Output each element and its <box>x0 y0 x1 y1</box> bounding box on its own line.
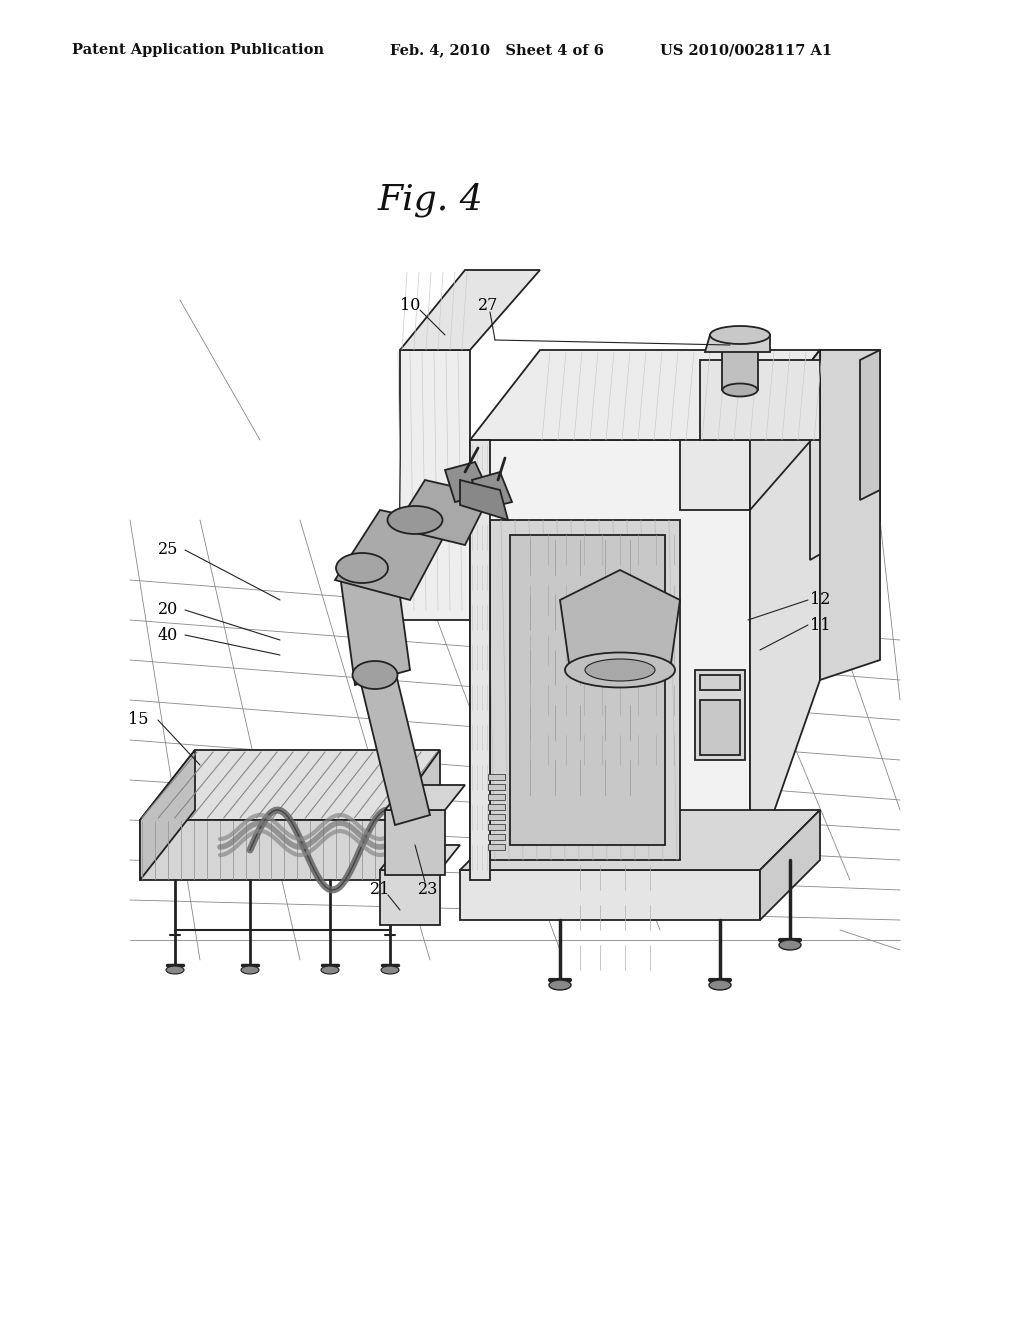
Ellipse shape <box>779 940 801 950</box>
Polygon shape <box>810 350 880 560</box>
Polygon shape <box>488 795 505 800</box>
Text: 20: 20 <box>158 602 178 619</box>
Polygon shape <box>488 843 505 850</box>
Polygon shape <box>760 810 820 920</box>
Text: 27: 27 <box>478 297 499 314</box>
Polygon shape <box>385 785 465 810</box>
Polygon shape <box>510 535 665 845</box>
Text: 21: 21 <box>370 882 390 899</box>
Ellipse shape <box>565 652 675 688</box>
Polygon shape <box>488 804 505 810</box>
Ellipse shape <box>709 979 731 990</box>
Polygon shape <box>680 440 750 510</box>
Polygon shape <box>380 845 460 870</box>
Polygon shape <box>750 350 820 510</box>
Polygon shape <box>472 473 512 510</box>
Polygon shape <box>385 810 445 875</box>
Text: 15: 15 <box>128 711 148 729</box>
Text: Fig. 4: Fig. 4 <box>377 182 483 218</box>
Ellipse shape <box>321 966 339 974</box>
Polygon shape <box>700 675 740 690</box>
Ellipse shape <box>166 966 184 974</box>
Polygon shape <box>722 350 758 389</box>
Text: 11: 11 <box>810 616 830 634</box>
Polygon shape <box>860 350 880 500</box>
Ellipse shape <box>336 553 388 583</box>
Ellipse shape <box>381 966 399 974</box>
Text: 25: 25 <box>158 541 178 558</box>
Polygon shape <box>820 350 880 680</box>
Polygon shape <box>340 560 410 685</box>
Polygon shape <box>335 510 450 601</box>
Polygon shape <box>488 834 505 840</box>
Polygon shape <box>380 870 440 925</box>
Text: 12: 12 <box>810 591 830 609</box>
Polygon shape <box>140 750 440 820</box>
Ellipse shape <box>549 979 571 990</box>
Polygon shape <box>488 784 505 789</box>
Polygon shape <box>460 870 760 920</box>
Polygon shape <box>140 750 195 880</box>
Polygon shape <box>460 810 820 870</box>
Ellipse shape <box>723 342 758 358</box>
Polygon shape <box>488 774 505 780</box>
Polygon shape <box>750 350 820 880</box>
Polygon shape <box>700 700 740 755</box>
Ellipse shape <box>585 659 655 681</box>
Polygon shape <box>470 350 820 440</box>
Ellipse shape <box>352 661 397 689</box>
Ellipse shape <box>723 384 758 396</box>
Polygon shape <box>400 271 540 350</box>
Polygon shape <box>360 671 430 825</box>
Polygon shape <box>445 462 490 502</box>
Polygon shape <box>460 480 508 520</box>
Polygon shape <box>705 335 770 352</box>
Polygon shape <box>695 671 745 760</box>
Polygon shape <box>490 520 680 861</box>
Ellipse shape <box>387 506 442 535</box>
Polygon shape <box>140 820 390 880</box>
Polygon shape <box>560 570 680 671</box>
Text: 10: 10 <box>399 297 420 314</box>
Text: Feb. 4, 2010   Sheet 4 of 6: Feb. 4, 2010 Sheet 4 of 6 <box>390 44 604 57</box>
Polygon shape <box>470 440 490 880</box>
Polygon shape <box>390 750 440 880</box>
Text: 40: 40 <box>158 627 178 644</box>
Polygon shape <box>470 440 750 880</box>
Text: Patent Application Publication: Patent Application Publication <box>72 44 324 57</box>
Ellipse shape <box>241 966 259 974</box>
Polygon shape <box>700 360 820 440</box>
Polygon shape <box>488 824 505 830</box>
Polygon shape <box>488 814 505 820</box>
Text: 23: 23 <box>418 882 438 899</box>
Ellipse shape <box>710 326 770 345</box>
Polygon shape <box>750 350 880 440</box>
Polygon shape <box>400 350 470 620</box>
Text: US 2010/0028117 A1: US 2010/0028117 A1 <box>660 44 833 57</box>
Polygon shape <box>395 480 490 545</box>
